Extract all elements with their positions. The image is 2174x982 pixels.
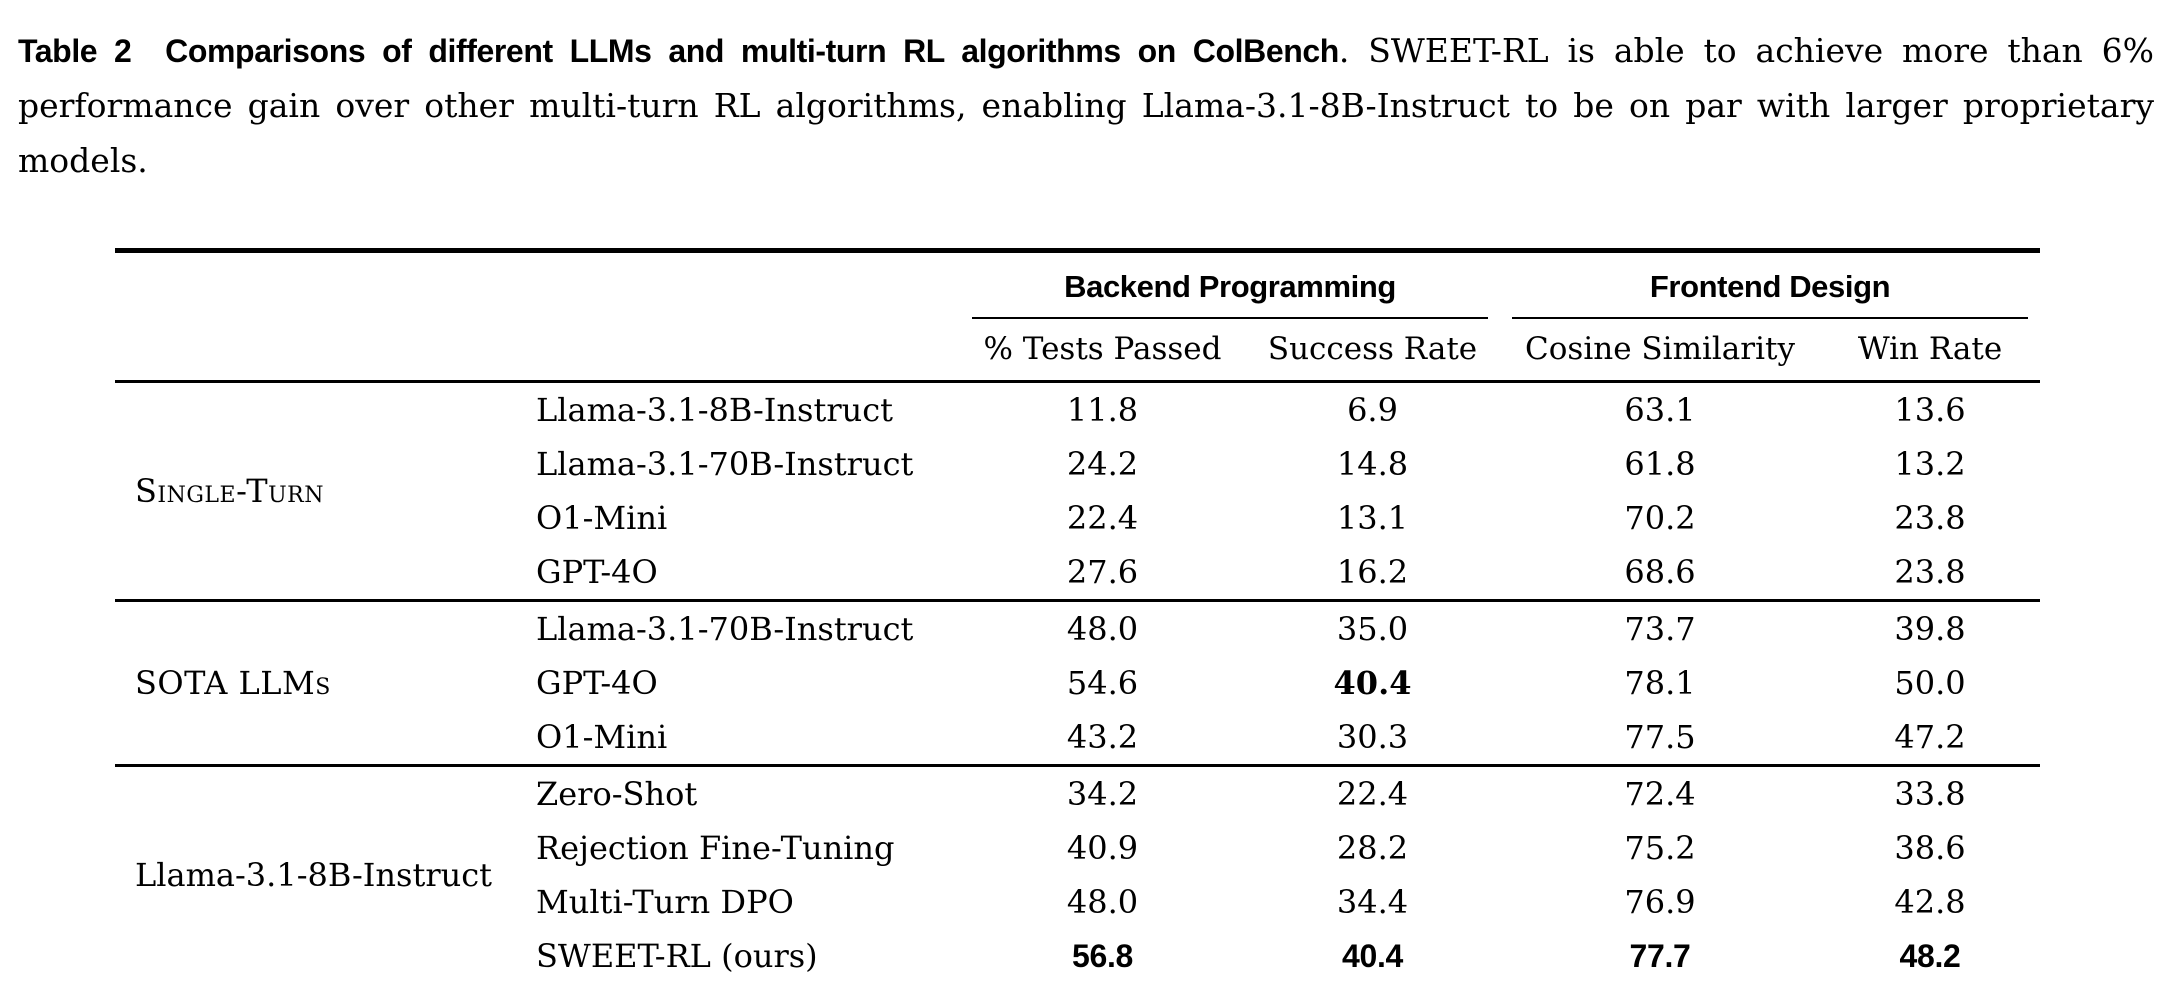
value-cosine-similarity: 70.2	[1624, 499, 1696, 538]
table-row: Rejection Fine-Tuning 40.9 28.2 75.2 38.…	[115, 821, 2040, 875]
header-corner-empty	[115, 251, 960, 320]
value-cosine-similarity: 77.7	[1629, 937, 1691, 974]
col-header-cosine-similarity: Cosine Similarity	[1500, 319, 1821, 384]
table-row: GPT-4O 27.6 16.2 68.6 23.8	[115, 545, 2040, 601]
value-success-rate: 40.4	[1341, 937, 1404, 974]
value-cosine-similarity: 77.5	[1624, 718, 1696, 757]
value-cosine-similarity: 72.4	[1500, 764, 1821, 822]
group-header-label: Frontend Design	[1512, 269, 2029, 320]
table-row: O1-Mini 22.4 13.1 70.2 23.8	[115, 491, 2040, 545]
value-win-rate: 23.8	[1894, 499, 1966, 538]
value-success-rate: 16.2	[1336, 553, 1409, 592]
value-win-rate: 33.8	[1820, 764, 2041, 822]
group-label-single-turn: Single-Turn	[135, 472, 324, 511]
table-row: SOTA LLMs Llama-3.1-70B-Instruct 48.0 35…	[115, 599, 2041, 766]
method-name: Rejection Fine-Tuning	[536, 829, 895, 868]
header-corner-empty	[115, 319, 960, 384]
group-header-row: Backend Programming Frontend Design	[115, 251, 2040, 320]
table-caption: Table 2 Comparisons of different LLMs an…	[18, 24, 2154, 188]
col-header-win-rate: Win Rate	[1820, 319, 2041, 384]
value-success-rate: 28.2	[1336, 829, 1409, 868]
method-name: Llama-3.1-70B-Instruct	[530, 599, 960, 657]
value-tests-passed: 27.6	[1066, 553, 1139, 592]
column-header-row: % Tests Passed Success Rate Cosine Simil…	[115, 319, 2041, 384]
table-row: Multi-Turn DPO 48.0 34.4 76.9 42.8	[115, 875, 2040, 929]
table-row: Llama-3.1-8B-Instruct Zero-Shot 34.2 22.…	[115, 764, 2041, 982]
group-header-frontend-design: Frontend Design	[1500, 251, 2040, 320]
method-name: O1-Mini	[536, 718, 668, 757]
value-tests-passed: 54.6	[1066, 664, 1139, 703]
method-name: Llama-3.1-8B-Instruct	[536, 391, 893, 430]
value-win-rate: 13.2	[1894, 445, 1966, 484]
value-success-rate: 6.9	[1347, 391, 1398, 430]
table-row: Single-Turn Llama-3.1-8B-Instruct 11.8 6…	[115, 382, 2040, 510]
value-cosine-similarity: 61.8	[1624, 445, 1696, 484]
value-cosine-similarity: 78.1	[1624, 664, 1696, 703]
value-success-rate: 40.4	[1333, 664, 1412, 703]
value-win-rate: 38.6	[1894, 829, 1966, 868]
method-name: SWEET-RL (ours)	[536, 937, 818, 976]
group-label-sota-llms: SOTA LLMs	[115, 599, 530, 766]
method-name: Zero-Shot	[530, 764, 960, 822]
group-header-backend-programming: Backend Programming	[960, 251, 1500, 320]
caption-title: Table 2 Comparisons of different LLMs an…	[18, 33, 1339, 69]
results-table: Backend Programming Frontend Design % Te…	[115, 248, 2041, 982]
value-win-rate: 42.8	[1894, 883, 1966, 922]
value-tests-passed: 43.2	[1066, 718, 1139, 757]
value-success-rate: 13.1	[1336, 499, 1409, 538]
table-row: SWEET-RL (ours) 56.8 40.4 77.7 48.2	[115, 929, 2040, 982]
value-success-rate: 35.0	[1245, 599, 1501, 657]
value-win-rate: 47.2	[1894, 718, 1966, 757]
value-tests-passed: 48.0	[960, 599, 1245, 657]
value-tests-passed: 24.2	[1066, 445, 1139, 484]
value-success-rate: 30.3	[1336, 718, 1409, 757]
value-tests-passed: 22.4	[1066, 499, 1139, 538]
value-cosine-similarity: 76.9	[1624, 883, 1696, 922]
value-cosine-similarity: 68.6	[1624, 553, 1696, 592]
value-cosine-similarity: 73.7	[1500, 599, 1821, 657]
value-success-rate: 34.4	[1336, 883, 1409, 922]
col-header-success-rate: Success Rate	[1245, 319, 1501, 384]
col-header-tests-passed: % Tests Passed	[960, 319, 1245, 384]
table-row: O1-Mini 43.2 30.3 77.5 47.2	[115, 710, 2040, 766]
value-cosine-similarity: 63.1	[1624, 391, 1696, 430]
value-tests-passed: 11.8	[1066, 391, 1139, 430]
value-tests-passed: 40.9	[1066, 829, 1139, 868]
value-success-rate: 14.8	[1336, 445, 1409, 484]
value-tests-passed: 48.0	[1066, 883, 1139, 922]
table-row: Llama-3.1-70B-Instruct 24.2 14.8 61.8 13…	[115, 437, 2040, 491]
value-win-rate: 13.6	[1894, 391, 1966, 430]
value-tests-passed: 34.2	[960, 764, 1245, 822]
table-row: GPT-4O 54.6 40.4 78.1 50.0	[115, 656, 2040, 710]
caption-body: . SWEET-RL is able to achieve more than …	[18, 31, 2154, 180]
value-cosine-similarity: 75.2	[1624, 829, 1696, 868]
value-win-rate: 48.2	[1899, 937, 1961, 974]
value-win-rate: 50.0	[1894, 664, 1966, 703]
value-success-rate: 22.4	[1245, 764, 1501, 822]
method-name: Llama-3.1-70B-Instruct	[536, 445, 914, 484]
method-name: GPT-4O	[536, 553, 658, 592]
group-header-label: Backend Programming	[972, 269, 1489, 320]
value-win-rate: 39.8	[1820, 599, 2041, 657]
value-win-rate: 23.8	[1894, 553, 1966, 592]
method-name: GPT-4O	[536, 664, 658, 703]
method-name: O1-Mini	[536, 499, 668, 538]
method-name: Multi-Turn DPO	[536, 883, 794, 922]
value-tests-passed: 56.8	[1071, 937, 1134, 974]
group-label-llama-8b-instruct: Llama-3.1-8B-Instruct	[115, 764, 530, 982]
